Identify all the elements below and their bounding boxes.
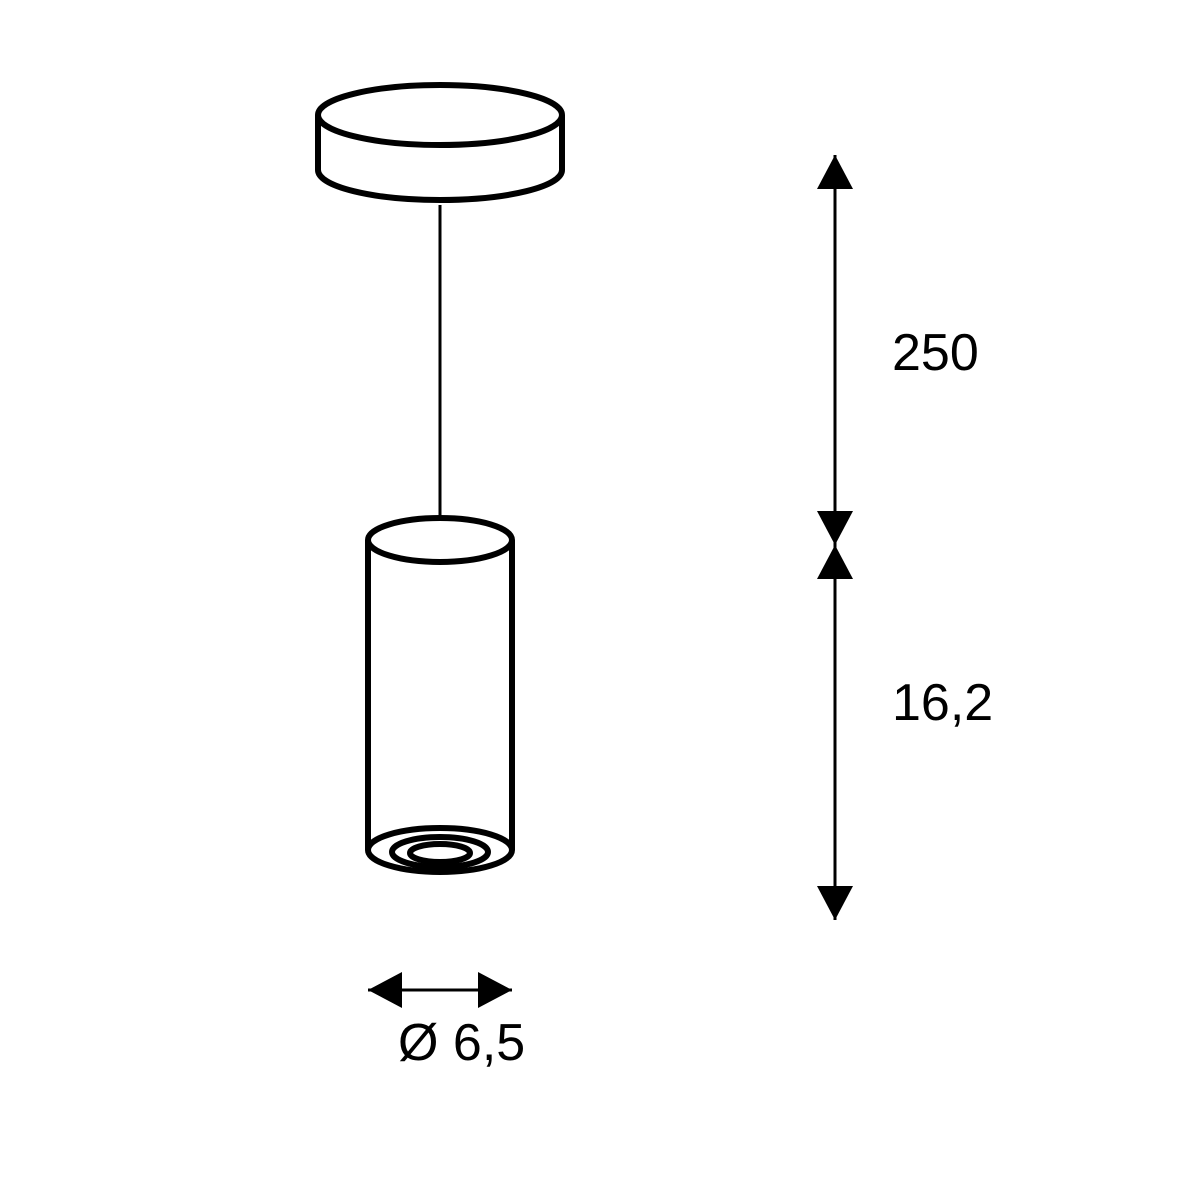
arrowhead xyxy=(368,972,402,1008)
arrowhead xyxy=(817,545,853,579)
arrowhead xyxy=(817,155,853,189)
canopy-bottom-arc xyxy=(318,170,562,200)
dim-label-body: 16,2 xyxy=(892,674,993,732)
arrowhead xyxy=(478,972,512,1008)
body-top-ellipse xyxy=(368,518,512,562)
lens-ring-inner xyxy=(410,844,470,862)
dim-label-cable: 250 xyxy=(892,324,979,382)
arrowhead xyxy=(817,511,853,545)
dim-label-diameter: Ø 6,5 xyxy=(398,1014,525,1072)
canopy-top-ellipse xyxy=(318,85,562,145)
technical-diagram: 250 16,2 Ø 6,5 xyxy=(0,0,1200,1200)
arrowhead xyxy=(817,886,853,920)
